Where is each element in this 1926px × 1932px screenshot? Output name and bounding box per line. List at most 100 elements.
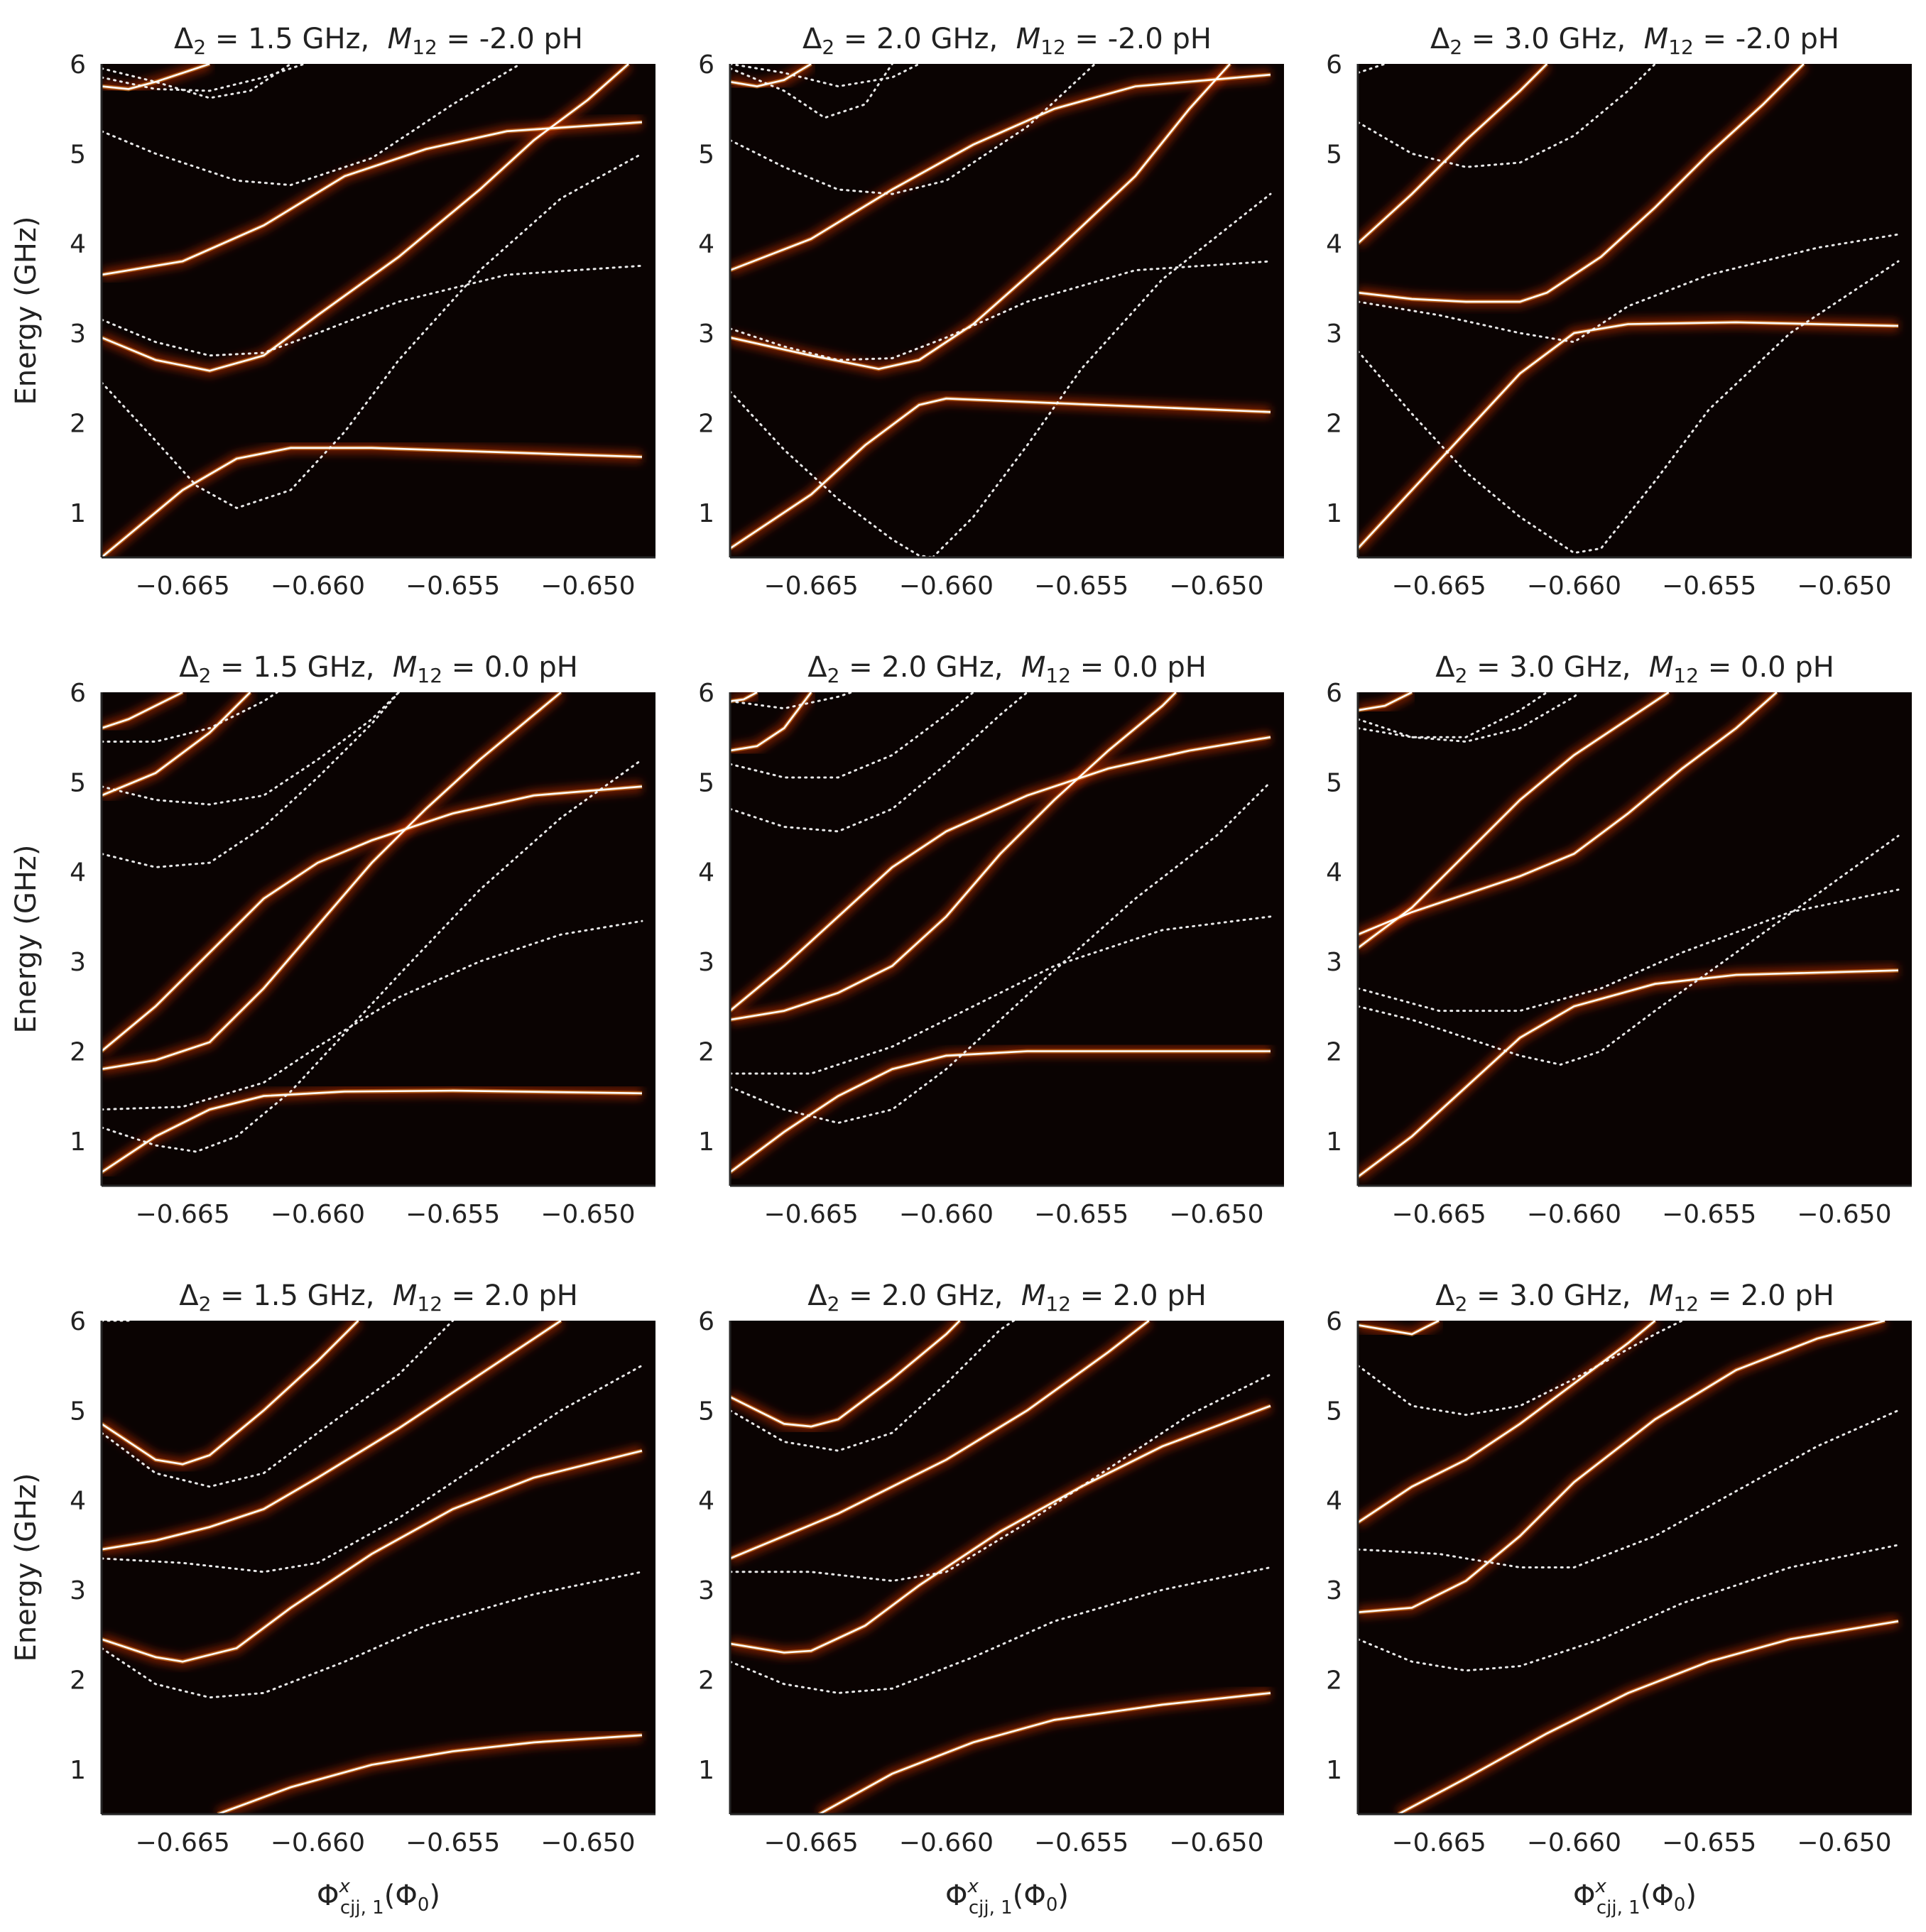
x-tick-label: −0.660 [271,1828,365,1857]
solid-curve-2 [1358,64,1805,303]
dotted-curve-3 [102,1321,455,1488]
panel-title: Δ2 = 3.0 GHz, M12 = 0.0 pH [1435,651,1834,687]
y-tick-label: 2 [698,1037,714,1066]
y-tick-label: 1 [70,1128,86,1157]
y-tick-label: 3 [698,948,714,977]
y-tick-label: 4 [698,230,714,259]
y-tick-label: 2 [698,1666,714,1695]
heatmap-background [1358,1321,1912,1814]
dotted-curve-1 [1358,1544,1900,1672]
solid-curve-4 [730,64,812,87]
dotted-curve-6 [730,64,920,88]
x-tick-label: −0.660 [1527,572,1621,601]
y-tick-label: 5 [70,140,86,169]
x-tick-label: −0.660 [271,572,365,601]
x-tick-label: −0.660 [271,1200,365,1229]
plot-area [1358,64,1900,555]
solid-curve-2 [102,64,629,372]
solid-curve-1 [102,447,643,557]
dotted-curve-2 [1358,888,1900,1013]
panel-title: Δ2 = 2.0 GHz, M12 = -2.0 pH [802,23,1212,59]
y-tick-label: 3 [70,948,86,977]
solid-curve-2 [102,1449,643,1663]
solid-curve-4 [102,64,210,90]
y-tick-label: 1 [1326,499,1342,528]
solid-curve-1 [217,1734,643,1814]
y-tick-label: 4 [1326,1487,1342,1516]
y-tick-label: 6 [698,679,714,708]
dotted-curve-3 [730,692,1028,833]
x-tick-label: −0.665 [136,1828,230,1857]
dotted-curve-3 [102,64,522,187]
dotted-curve-1 [1358,260,1900,555]
plot-area [730,64,1272,557]
solid-curve-1 [1358,321,1899,550]
dotted-curve-2 [1358,233,1900,344]
plot-area [730,1321,1273,1814]
x-tick-label: −0.650 [1797,1828,1891,1857]
solid-curve-1 [1398,1620,1899,1814]
x-tick-label: −0.650 [540,572,635,601]
solid-curve-4 [1358,692,1413,711]
panel-title: Δ2 = 2.0 GHz, M12 = 2.0 pH [807,1279,1207,1316]
dotted-curve-2 [102,1364,643,1573]
panel-6: Δ2 = 3.0 GHz, M12 = 0.0 pH 1 2 3 4 5 6 −0.665 −0… [1326,651,1912,1229]
x-tick-label: −0.665 [764,572,859,601]
panel-4: Δ2 = 1.5 GHz, M12 = 0.0 pH 1 2 3 4 5 6 −0.665 −0… [70,651,655,1229]
solid-curve-2 [730,64,1231,370]
dotted-curve-1 [102,152,643,510]
dotted-curve-2 [931,192,1272,557]
y-tick-label: 6 [70,1307,86,1336]
solid-curve-3 [730,73,1271,271]
plot-area [102,64,643,557]
y-tick-label: 4 [1326,858,1342,888]
x-tick-label: −0.655 [406,1828,500,1857]
solid-curve-2 [1358,692,1778,936]
dotted-curve-1 [730,780,1272,1125]
x-tick-label: −0.655 [1662,1828,1756,1857]
solid-curve-1 [730,1050,1271,1174]
dotted-curve-3 [1358,64,1656,168]
solid-curve-1 [730,397,1271,550]
y-tick-label: 6 [1326,679,1342,708]
heatmap-background [1358,64,1912,557]
solid-curve-3 [102,785,643,1052]
heatmap-background [102,64,655,557]
solid-curve-3 [730,1321,1150,1560]
solid-curve-3 [102,121,643,276]
solid-curve-4 [102,692,251,797]
solid-curve-4 [730,692,812,752]
panel-title: Δ2 = 2.0 GHz, M12 = 0.0 pH [807,651,1207,687]
panel-2: Δ2 = 2.0 GHz, M12 = -2.0 pH 1 2 3 4 5 6 −0.665 −… [698,23,1284,601]
panel-3: Δ2 = 3.0 GHz, M12 = -2.0 pH 1 2 3 4 5 6 −0.665 −… [1326,23,1912,601]
x-tick-label: −0.650 [1169,1828,1263,1857]
y-tick-label: 5 [70,1397,86,1426]
y-tick-label: 1 [70,1756,86,1785]
y-tick-label: 2 [70,1037,86,1066]
x-tick-label: −0.650 [1169,1200,1263,1229]
y-tick-label: 4 [70,1487,86,1516]
panel-title: Δ2 = 1.5 GHz, M12 = 0.0 pH [179,651,578,687]
y-tick-label: 4 [1326,230,1342,259]
y-tick-label: 3 [698,320,714,349]
plot-area [1358,692,1900,1181]
x-tick-label: −0.650 [1797,1200,1891,1229]
y-tick-label: 6 [70,50,86,80]
dotted-curve-3 [1358,692,1581,743]
x-tick-label: −0.665 [1392,1828,1486,1857]
plot-area [102,692,643,1177]
solid-curve-4 [102,1321,359,1466]
y-tick-label: 2 [698,409,714,438]
x-tick-label: −0.650 [1169,572,1263,601]
x-tick-label: −0.660 [899,1828,994,1857]
panel-8: Δ2 = 2.0 GHz, M12 = 2.0 pH 1 2 3 4 5 6 −0.665 −0… [698,1279,1284,1857]
y-tick-label: 2 [70,409,86,438]
y-tick-label: 1 [70,499,86,528]
y-tick-label: 4 [70,858,86,888]
dotted-curve-3 [730,1321,1015,1452]
x-tick-label: −0.660 [899,572,994,601]
dotted-curve-2 [1358,1409,1900,1568]
dotted-curve-4 [730,64,1097,195]
solid-curve-4 [1358,1321,1440,1336]
